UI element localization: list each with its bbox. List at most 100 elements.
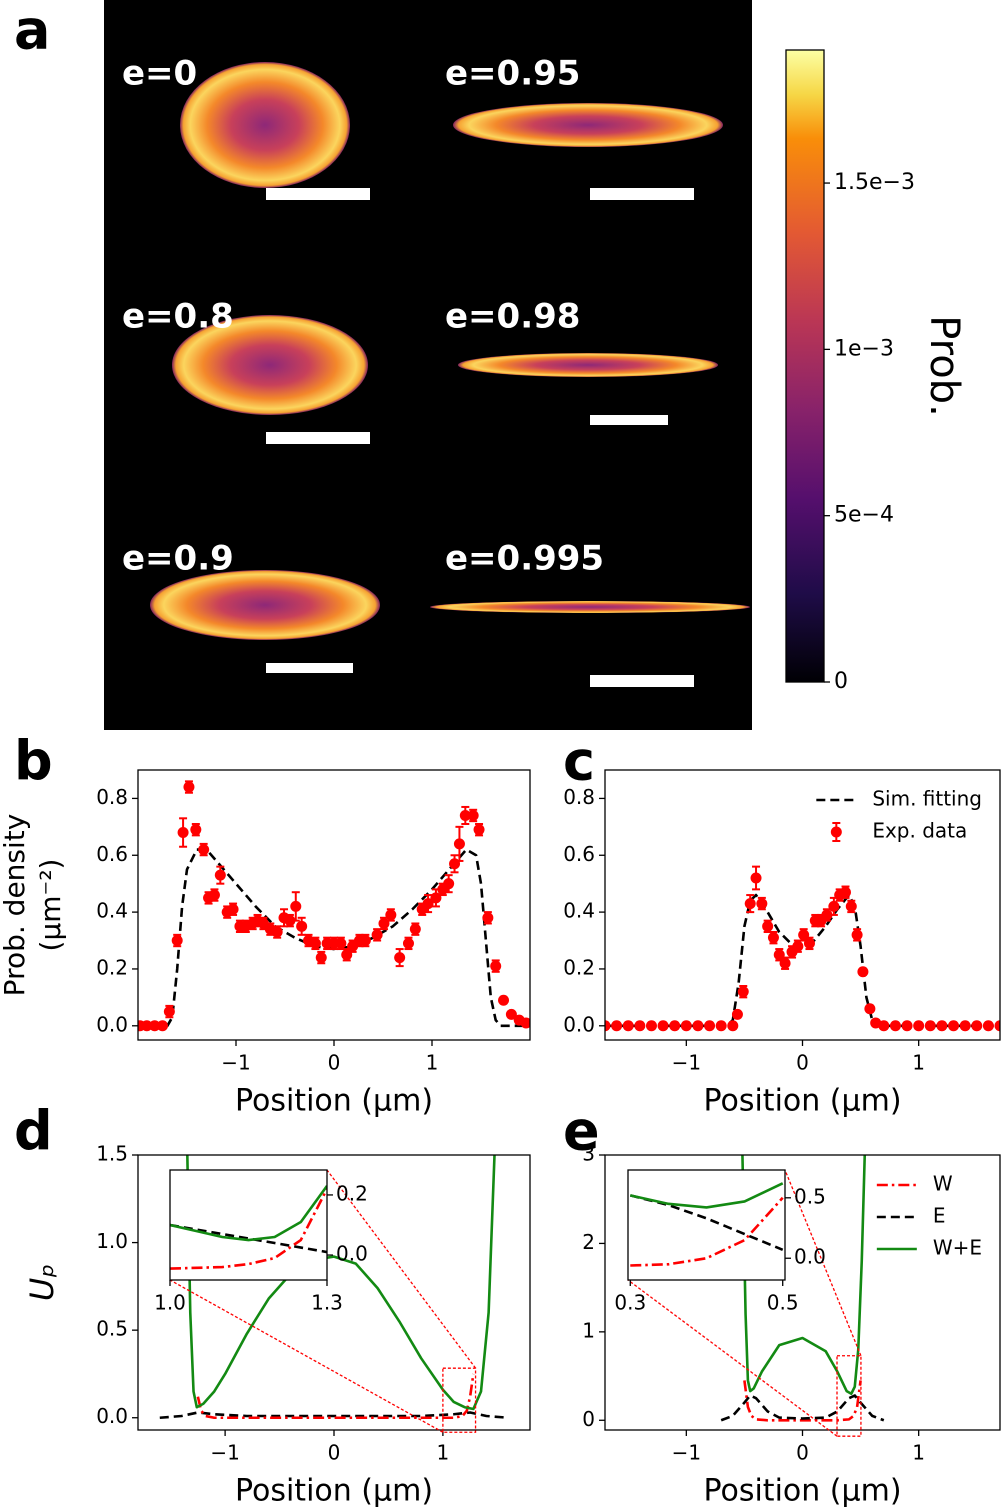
x-tick-label: 0 xyxy=(328,1441,341,1465)
data-point xyxy=(190,824,202,836)
y-tick-label: 0.8 xyxy=(96,785,128,809)
data-point xyxy=(971,1020,983,1032)
y-axis-label: Prob. density xyxy=(0,814,31,997)
colorbar-tick-label: 0 xyxy=(834,669,848,694)
y-tick-label: 0.0 xyxy=(794,1245,826,1269)
inset-background xyxy=(628,1170,785,1280)
eccentricity-label: e=0.98 xyxy=(445,297,580,337)
density-image xyxy=(150,570,380,640)
eccentricity-label: e=0.995 xyxy=(445,539,604,579)
legend-label: W+E xyxy=(933,1236,982,1260)
panel-letter: e xyxy=(563,1100,600,1163)
legend: WE W+E xyxy=(876,1172,982,1260)
data-point xyxy=(767,932,779,944)
data-point xyxy=(959,1020,971,1032)
data-point xyxy=(828,900,840,912)
y-tick-label: 0.4 xyxy=(96,899,128,923)
curve xyxy=(629,1194,784,1251)
legend-label: Sim. fitting xyxy=(872,787,982,811)
x-tick-label: 0 xyxy=(328,1051,341,1075)
data-point xyxy=(284,915,296,927)
x-tick-label: 1 xyxy=(437,1441,450,1465)
x-axis-label: Position (μm) xyxy=(703,1474,901,1507)
axes-frame xyxy=(604,769,1001,1041)
data-point xyxy=(473,824,485,836)
data-point xyxy=(901,1020,913,1032)
data-point xyxy=(792,940,804,952)
curve xyxy=(605,893,1000,1028)
data-point xyxy=(296,920,308,932)
scale-bar xyxy=(266,663,353,673)
data-point xyxy=(657,1020,669,1032)
zoom-connector xyxy=(326,1169,477,1369)
zoom-box xyxy=(442,1367,477,1433)
x-tick-label: 1.3 xyxy=(311,1291,343,1315)
scale-bar xyxy=(266,432,370,444)
curve xyxy=(630,1196,784,1267)
data-point xyxy=(183,781,195,793)
y-tick-label: 0.2 xyxy=(563,955,595,979)
data-point xyxy=(309,937,321,949)
panel-letter: b xyxy=(14,730,53,793)
data-point xyxy=(737,986,749,998)
data-point xyxy=(271,926,283,938)
data-point xyxy=(680,1020,692,1032)
data-point xyxy=(149,1020,161,1032)
data-point xyxy=(924,1020,936,1032)
panel-letter: a xyxy=(14,0,50,62)
curve xyxy=(170,1188,327,1270)
data-point xyxy=(611,1020,623,1032)
data-point xyxy=(982,1020,994,1032)
colorbar-tick-label: 1e−3 xyxy=(834,336,894,361)
legend: Sim. fitting Exp. data xyxy=(816,787,982,843)
data-point xyxy=(744,898,756,910)
data-point xyxy=(315,952,327,964)
colorbar-label: Prob. xyxy=(921,315,967,417)
data-point xyxy=(845,900,857,912)
data-point xyxy=(459,809,471,821)
y-tick-label: 0 xyxy=(582,1407,595,1431)
y-axis-label: Uₚ xyxy=(23,1264,61,1301)
y-tick-label: 0.2 xyxy=(96,955,128,979)
data-point xyxy=(171,935,183,947)
data-point xyxy=(467,809,479,821)
data-point xyxy=(385,909,397,921)
legend-swatch xyxy=(830,826,842,838)
plot-area xyxy=(138,780,530,1032)
data-point xyxy=(851,929,863,941)
data-point xyxy=(157,1020,168,1032)
x-tick-label: 1.0 xyxy=(154,1291,186,1315)
data-point xyxy=(913,1020,925,1032)
data-point xyxy=(839,886,851,898)
data-point xyxy=(482,912,494,924)
curve xyxy=(159,1411,509,1420)
legend-label: Exp. data xyxy=(872,819,967,843)
eccentricity-label: e=0 xyxy=(122,54,197,94)
data-point xyxy=(936,1020,948,1032)
data-point xyxy=(857,966,869,978)
scale-bar xyxy=(590,675,694,687)
colorbar-tick-label: 1.5e−3 xyxy=(834,170,915,195)
x-axis-label: Position (μm) xyxy=(703,1084,901,1119)
y-tick-label: 0.0 xyxy=(96,1404,128,1428)
eccentricity-label: e=0.9 xyxy=(122,539,234,579)
y-tick-label: 1 xyxy=(582,1318,595,1342)
y-tick-label: 0.0 xyxy=(563,1012,595,1036)
data-point xyxy=(948,1020,960,1032)
data-point xyxy=(727,1020,739,1032)
data-point xyxy=(821,909,833,921)
data-point xyxy=(505,1008,517,1020)
axes: −1 0 1 0.0 0.2 0.4 0.6 0.8 xyxy=(96,769,531,1075)
axes: −1 0 1 0.0 0.5 1.0 1.5 xyxy=(96,1142,531,1465)
axes-frame xyxy=(169,1169,328,1281)
data-point xyxy=(520,1017,530,1029)
y-tick-label: 0.5 xyxy=(96,1317,128,1341)
data-point xyxy=(227,903,239,915)
scale-bar xyxy=(590,188,694,200)
curve xyxy=(196,1373,475,1420)
inset-background xyxy=(170,1170,327,1280)
data-point xyxy=(731,1008,743,1020)
data-point xyxy=(402,937,414,949)
data-point xyxy=(141,1020,153,1032)
legend-label: E xyxy=(933,1204,946,1228)
